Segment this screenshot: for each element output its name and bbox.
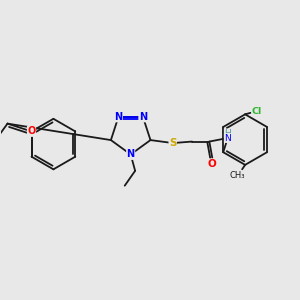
Text: N: N [139,112,147,122]
Text: H: H [224,129,231,138]
Text: CH₃: CH₃ [230,171,245,180]
Text: N: N [127,149,135,160]
Text: O: O [27,126,36,136]
Text: O: O [208,159,217,169]
Text: S: S [169,138,176,148]
Text: Cl: Cl [252,107,262,116]
Text: N: N [114,112,122,122]
Text: N: N [224,134,231,142]
